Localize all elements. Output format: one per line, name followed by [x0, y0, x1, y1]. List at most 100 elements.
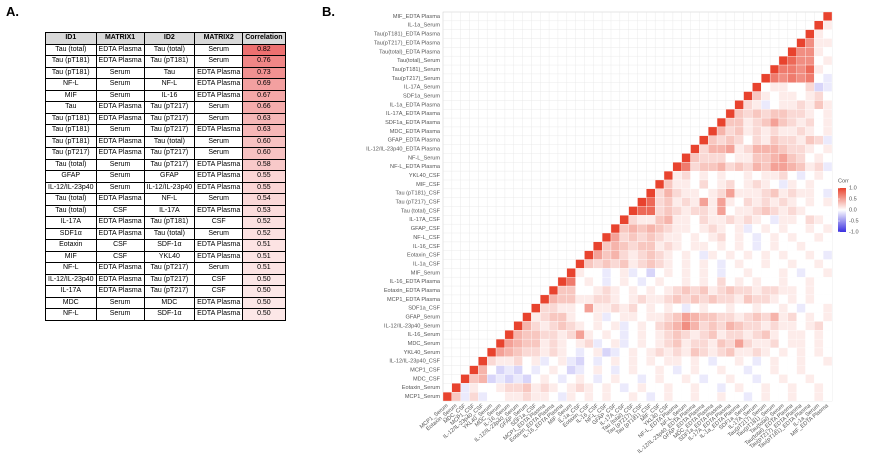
heatmap-cell	[805, 338, 815, 349]
heatmap-cell	[655, 241, 665, 251]
heatmap-cell	[548, 374, 559, 384]
heatmap-cell	[655, 330, 665, 340]
heatmap-cell	[681, 241, 691, 251]
heatmap-cell	[566, 347, 576, 357]
heatmap-cell	[566, 321, 576, 331]
heatmap-cell	[646, 347, 656, 357]
heatmap-cell	[716, 365, 727, 375]
table-cell: NF-L	[45, 308, 97, 321]
heatmap-cell	[610, 259, 620, 269]
heatmap-cell	[646, 206, 656, 216]
y-tick-label: Eotaxin_CSF	[407, 253, 441, 259]
heatmap-cell	[761, 126, 771, 136]
heatmap-cell	[593, 356, 603, 366]
heatmap-cell	[655, 285, 665, 296]
correlation-cell: 0.51	[242, 239, 286, 252]
heatmap-cell	[575, 285, 585, 296]
heatmap-cell	[655, 215, 665, 225]
heatmap-cell	[796, 47, 806, 57]
heatmap-cell	[504, 374, 514, 384]
table-row: MIF CSF YKL40 EDTA Plasma 0.51	[45, 250, 286, 263]
y-tick-label: IL-17A_EDTA Plasma	[386, 111, 441, 117]
heatmap-cell	[557, 347, 567, 357]
heatmap-cell	[646, 294, 656, 304]
heatmap-cell	[495, 365, 506, 375]
heatmap-cell	[681, 321, 691, 331]
heatmap-cell	[796, 303, 806, 313]
heatmap-cell	[805, 321, 815, 331]
heatmap-cell	[769, 188, 780, 198]
heatmap-cell	[725, 179, 735, 189]
heatmap-cell	[752, 206, 762, 216]
heatmap-cell	[734, 277, 744, 287]
heatmap-cell	[593, 321, 603, 331]
heatmap-cell	[814, 109, 824, 119]
heatmap-cell	[769, 383, 780, 393]
legend-tick-label: 0.0	[849, 207, 857, 213]
heatmap-cell	[787, 135, 797, 145]
heatmap-cell	[681, 215, 691, 225]
heatmap-cell	[681, 268, 691, 278]
heatmap-cell	[487, 347, 497, 357]
heatmap-cell	[787, 82, 797, 92]
heatmap-cell	[725, 232, 735, 243]
heatmap-cell	[743, 338, 753, 349]
table-body: Tau (total) EDTA Plasma Tau (total) Serum 0.…	[45, 43, 286, 321]
heatmap-cell	[699, 347, 709, 357]
heatmap-cell	[699, 365, 709, 375]
heatmap-cell	[796, 347, 806, 357]
heatmap-cell	[699, 277, 709, 287]
heatmap-cell	[814, 179, 824, 189]
heatmap-cell	[478, 374, 488, 384]
heatmap-cell	[743, 365, 753, 375]
heatmap-cell	[752, 312, 762, 322]
heatmap-cell	[734, 162, 744, 172]
heatmap-cell	[637, 312, 647, 322]
heatmap-cell	[796, 197, 806, 207]
heatmap-cell	[540, 330, 550, 340]
heatmap-cell	[823, 20, 833, 30]
heatmap-cell	[637, 268, 647, 278]
y-tick-label: IL-1a_EDTA Plasma	[390, 102, 441, 108]
heatmap-cell	[575, 392, 585, 402]
heatmap-cell	[628, 356, 638, 366]
heatmap-cell	[761, 91, 771, 101]
heatmap-cell	[584, 312, 594, 322]
heatmap-cell	[593, 374, 603, 384]
table-cell: Tau (total)	[143, 135, 196, 148]
heatmap-cell	[796, 392, 806, 402]
column-header: ID2	[143, 32, 196, 45]
heatmap-cell	[566, 294, 576, 304]
heatmap-cell	[655, 179, 665, 189]
heatmap-cell	[796, 330, 806, 340]
heatmap-cell	[593, 303, 603, 313]
heatmap-cell	[593, 259, 603, 269]
heatmap-cell	[646, 312, 656, 322]
table-cell: Tau (total)	[45, 204, 97, 217]
heatmap-cell	[681, 153, 691, 163]
heatmap-cell	[681, 356, 691, 366]
heatmap-cell	[655, 312, 665, 322]
heatmap-cell	[743, 215, 753, 225]
heatmap-cell	[637, 294, 647, 304]
heatmap-cell	[690, 206, 700, 216]
heatmap-cell	[628, 365, 638, 375]
heatmap-cell	[796, 365, 806, 375]
heatmap-cell	[513, 392, 523, 402]
heatmap-cell	[610, 241, 620, 251]
heatmap-cell	[796, 259, 806, 269]
heatmap-cell	[584, 374, 594, 384]
heatmap-cell	[681, 383, 691, 393]
heatmap-cell	[823, 197, 833, 207]
heatmap-cell	[557, 365, 567, 375]
heatmap-cell	[628, 338, 638, 349]
heatmap-cell	[681, 179, 691, 189]
column-header: MATRIX1	[95, 32, 145, 45]
heatmap-cell	[460, 383, 470, 393]
heatmap-cell	[823, 126, 833, 136]
heatmap-cell	[761, 188, 771, 198]
table-header: ID1 MATRIX1 ID2 MATRIX2 Correlation	[45, 32, 286, 45]
heatmap-cell	[610, 268, 620, 278]
heatmap-cell	[769, 321, 780, 331]
heatmap-cell	[805, 135, 815, 145]
